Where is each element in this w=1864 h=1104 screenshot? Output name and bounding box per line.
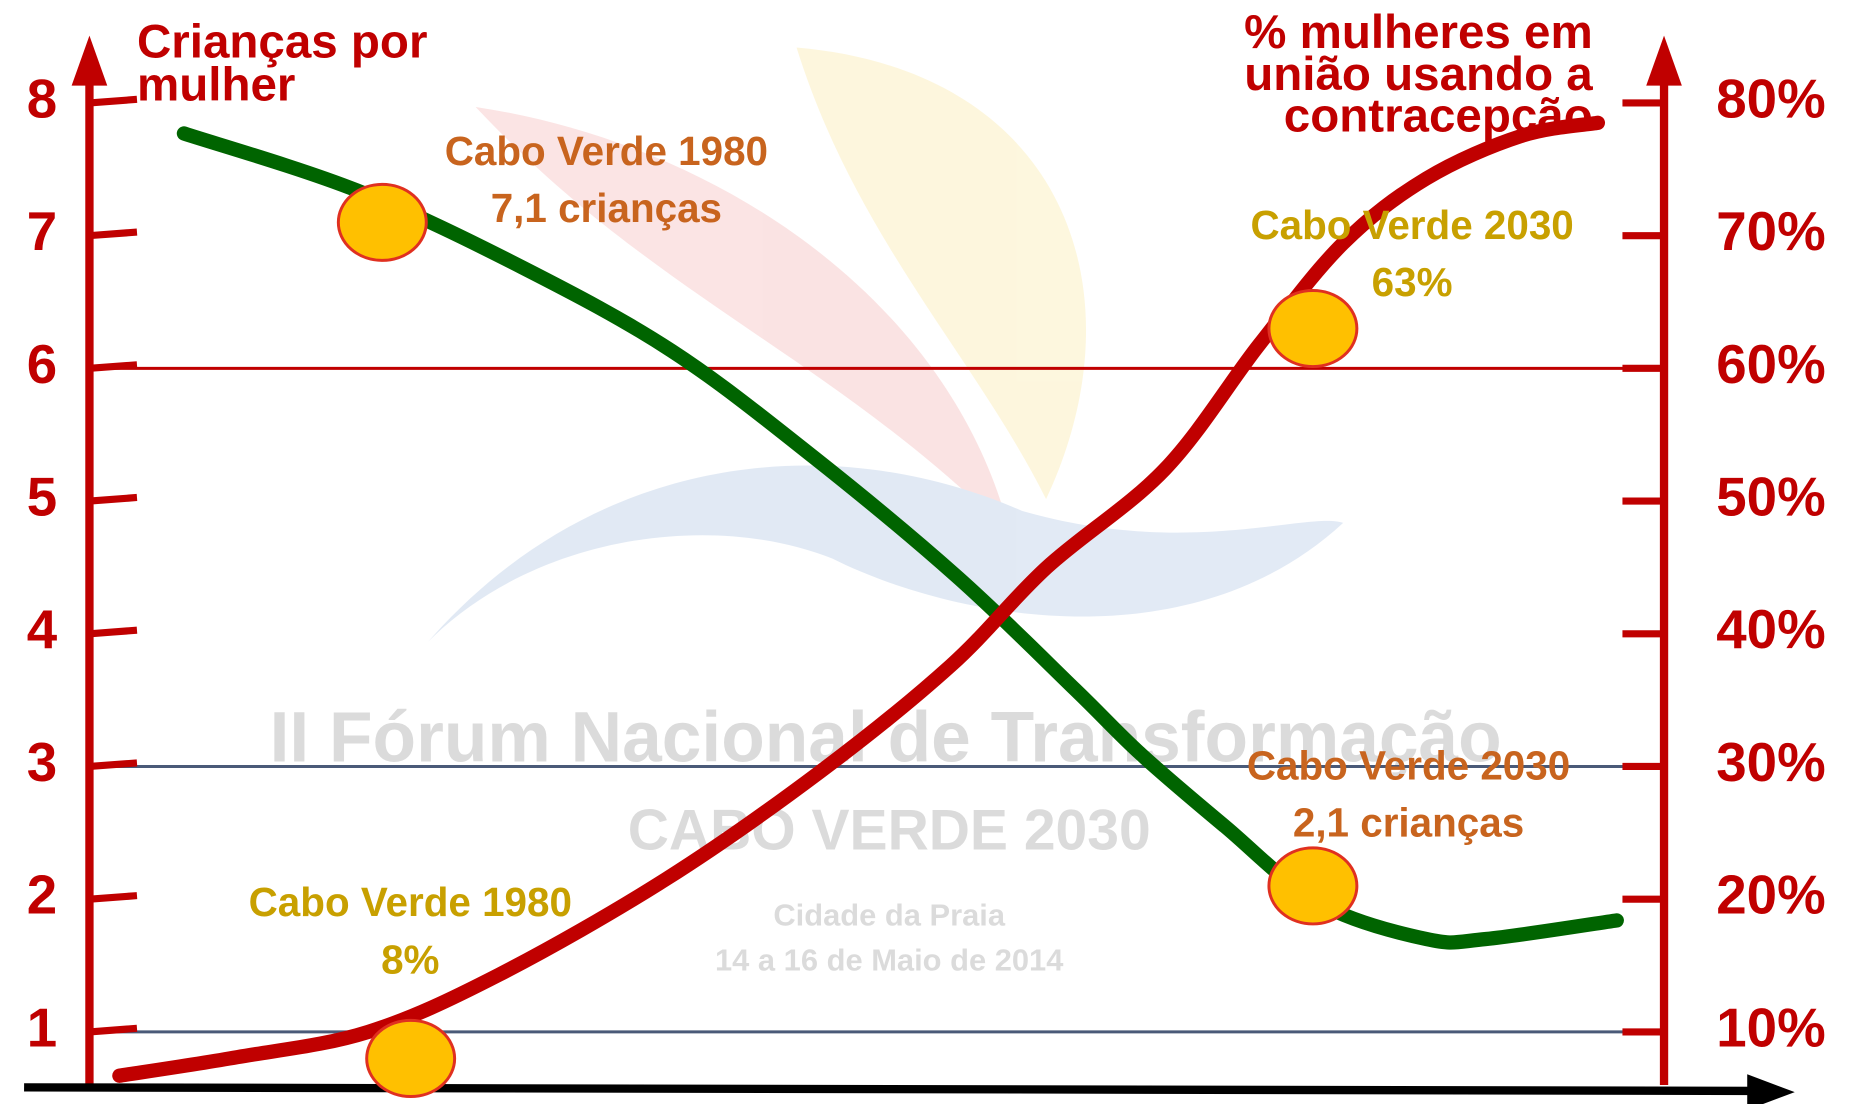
annotation-marker — [336, 182, 428, 262]
y-axis-arrow — [71, 35, 108, 86]
y-tick — [89, 361, 138, 372]
annotation-text: Cabo Verde 2030 — [1247, 743, 1570, 789]
watermark-text: Cidade da Praia — [773, 898, 1005, 933]
y2-tick-label: 70% — [1716, 201, 1825, 262]
y-tick-label: 7 — [27, 201, 57, 262]
annotation-text: 7,1 crianças — [491, 185, 722, 231]
y-tick — [89, 493, 138, 505]
plot: 1 2 3 4 5 6 7 8 10% 20% 30% 40% 50% 60% 70% 80% Crianças… — [24, 6, 1826, 1104]
y-tick — [89, 95, 138, 107]
y-axis-title: mulher — [137, 59, 295, 112]
annotation-marker — [365, 1018, 457, 1098]
y-tick-label: 6 — [27, 334, 57, 395]
y-tick — [89, 1024, 138, 1036]
y2-axis-title: % mulheres em — [1244, 6, 1593, 59]
watermark-text: 14 a 16 de Maio de 2014 — [715, 943, 1063, 978]
y2-tick-label: 60% — [1716, 334, 1825, 395]
y-tick — [89, 759, 138, 771]
y2-tick-label: 30% — [1716, 732, 1825, 793]
y-tick-label: 5 — [27, 466, 57, 527]
annotation-marker — [1267, 289, 1359, 369]
y-tick-label: 2 — [27, 865, 57, 926]
x-axis — [24, 1083, 1760, 1096]
logo — [428, 47, 1344, 642]
y-tick-label: 4 — [27, 599, 58, 660]
annotation-text: Cabo Verde 2030 — [1250, 202, 1573, 248]
y-axis-title: Crianças por — [137, 16, 427, 69]
watermark-text: II Fórum Nacional de Transformação — [270, 698, 1502, 778]
y2-axis-title: união usando a — [1244, 48, 1593, 101]
x-axis-arrow — [1747, 1074, 1795, 1104]
y2-tick-label: 20% — [1716, 865, 1825, 926]
y-tick — [89, 228, 138, 240]
annotation-text: Cabo Verde 1980 — [445, 128, 768, 174]
y2-tick-label: 40% — [1716, 599, 1825, 660]
y-tick-label: 3 — [27, 732, 57, 793]
y-tick — [89, 892, 138, 903]
annotation-text: 8% — [381, 936, 439, 982]
y-tick-label: 8 — [27, 68, 57, 129]
annotation-text: Cabo Verde 1980 — [249, 879, 572, 925]
y-tick — [89, 626, 138, 638]
y2-tick-label: 10% — [1716, 997, 1825, 1058]
y-tick-label: 1 — [27, 997, 57, 1058]
annotation-marker — [1267, 846, 1359, 926]
y2-tick-label: 80% — [1716, 68, 1825, 129]
annotation-text: 63% — [1372, 259, 1453, 305]
y2-tick-label: 50% — [1716, 466, 1825, 527]
annotation-text: 2,1 crianças — [1293, 800, 1524, 846]
y2-axis-arrow — [1646, 35, 1682, 86]
